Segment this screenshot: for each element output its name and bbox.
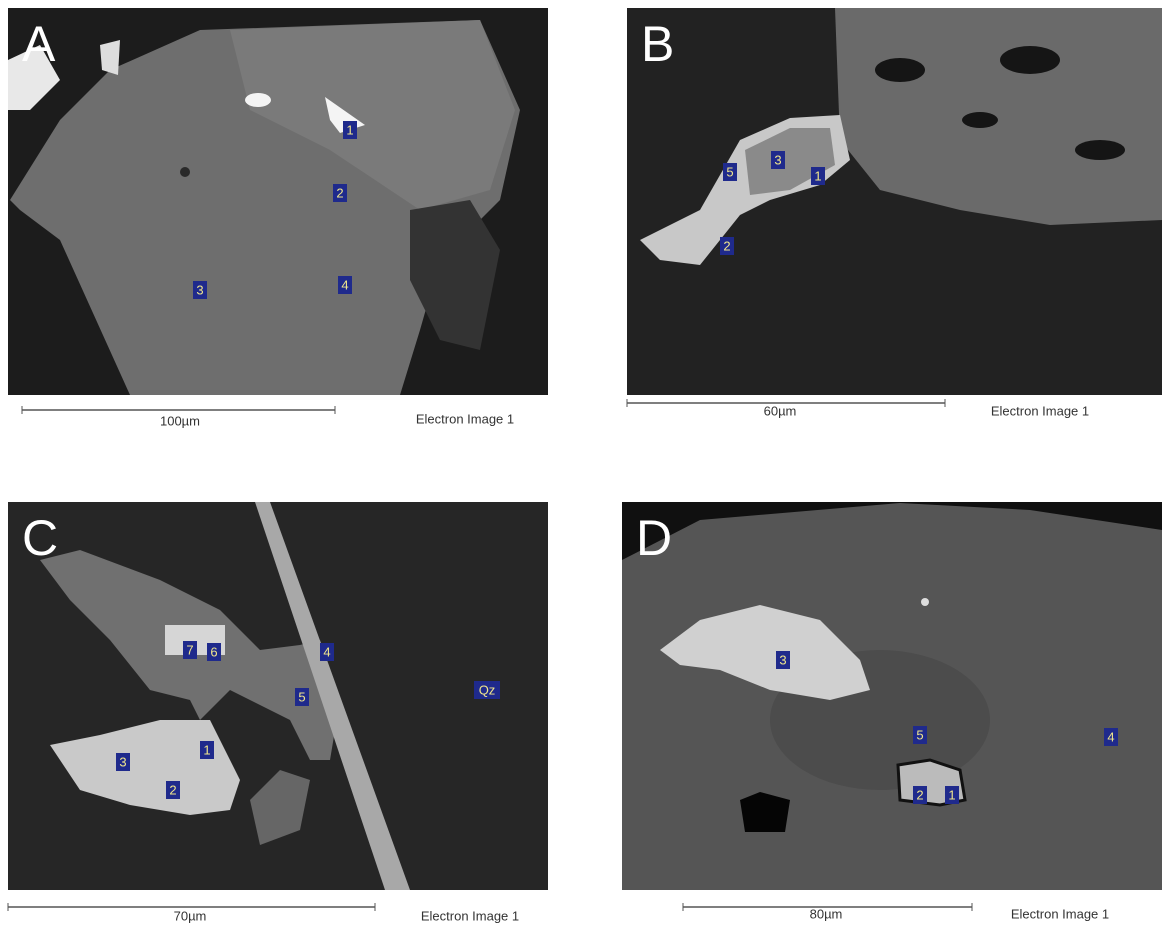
image-caption: Electron Image 1 — [991, 403, 1089, 418]
spot-label: 1 — [203, 742, 210, 757]
panel-b-image — [627, 8, 1162, 395]
spot-label: 2 — [723, 238, 730, 253]
scale-label: 100µm — [160, 413, 200, 428]
spot-label: 1 — [948, 787, 955, 802]
spot-label: 6 — [210, 644, 217, 659]
scale-label: 80µm — [810, 906, 843, 921]
spot-label: 3 — [774, 152, 781, 167]
spot-label: 2 — [336, 185, 343, 200]
panel-letter: A — [22, 16, 56, 72]
spot-label: 2 — [169, 782, 176, 797]
panel-letter: B — [641, 16, 674, 72]
spot-label: 4 — [341, 277, 348, 292]
panel-letter: D — [636, 510, 672, 566]
panel-a-image — [8, 8, 548, 395]
spot-label: 7 — [186, 642, 193, 657]
panel-d-image — [622, 502, 1162, 890]
spot-label: Qz — [479, 682, 496, 697]
spot-label: 4 — [323, 644, 330, 659]
spot-label: 3 — [119, 754, 126, 769]
spot-label: 5 — [726, 164, 733, 179]
spot-label: 1 — [346, 122, 353, 137]
image-caption: Electron Image 1 — [421, 908, 519, 923]
spot-label: 2 — [916, 787, 923, 802]
image-caption: Electron Image 1 — [1011, 906, 1109, 921]
panel-c-image — [8, 502, 548, 890]
figure: A 1 2 3 4 100µm Electron Image 1 B 5 3 1 2 60µm Elect… — [0, 0, 1164, 928]
spot-label: 5 — [916, 727, 923, 742]
spot-label: 1 — [814, 168, 821, 183]
spot-label: 4 — [1107, 729, 1114, 744]
spot-label: 3 — [779, 652, 786, 667]
spot-label: 5 — [298, 689, 305, 704]
scale-label: 70µm — [174, 908, 207, 923]
image-caption: Electron Image 1 — [416, 411, 514, 426]
scale-label: 60µm — [764, 403, 797, 418]
spot-label: 3 — [196, 282, 203, 297]
panel-letter: C — [22, 510, 58, 566]
